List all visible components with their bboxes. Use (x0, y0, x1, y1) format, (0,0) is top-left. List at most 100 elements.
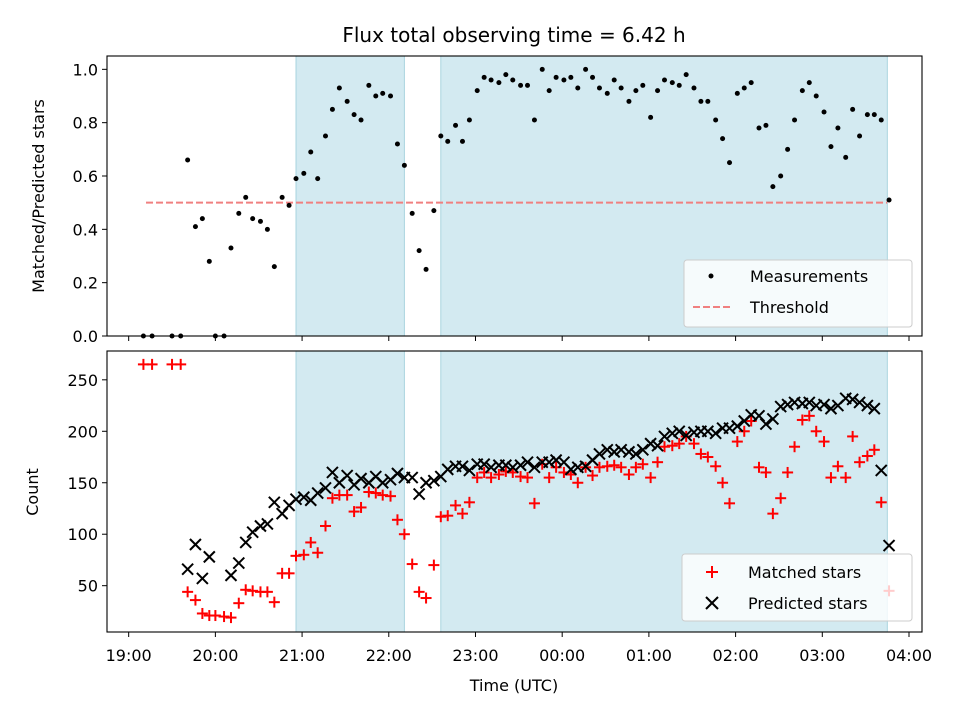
predicted-star-point (608, 445, 621, 459)
predicted-star-point (391, 467, 404, 480)
matched-star-point (658, 441, 670, 453)
matched-star-point (456, 508, 468, 520)
measurement-point (590, 74, 596, 80)
matched-star-point (695, 448, 707, 460)
matched-star-point (543, 472, 555, 484)
measurement-point (279, 194, 285, 200)
measurement-point (727, 160, 733, 166)
ratio-y-tick-label: 0.8 (73, 114, 98, 133)
predicted-star-point (499, 459, 513, 472)
measurement-point (763, 122, 769, 128)
matched-star-point (854, 456, 866, 468)
matched-star-point (847, 430, 859, 442)
measurement-point (388, 93, 394, 99)
matched-star-point (515, 471, 527, 483)
measurement-point (661, 77, 667, 83)
measurement-point (206, 258, 212, 264)
measurement-point (770, 184, 776, 190)
matched-star-point (522, 472, 534, 484)
ratio-y-axis-label: Matched/Predicted stars (29, 99, 48, 293)
count-y-tick-label: 100 (67, 525, 98, 544)
matched-star-point (724, 497, 736, 509)
ratio-y-tick-label: 0.2 (73, 274, 98, 293)
predicted-star-point (246, 525, 259, 539)
matched-star-point (370, 487, 382, 499)
measurement-point (423, 266, 429, 272)
predicted-star-point (405, 471, 419, 484)
matched-star-point (738, 425, 750, 437)
measurement-point (648, 114, 654, 120)
predicted-star-point (601, 443, 614, 457)
measurement-point (626, 98, 632, 104)
predicted-star-point (803, 396, 816, 409)
count-y-tick-label: 250 (67, 371, 98, 390)
measurement-point (394, 141, 400, 147)
predicted-star-point (297, 490, 311, 504)
matched-star-point (840, 472, 852, 484)
measurement-point (734, 90, 740, 96)
predicted-star-point (564, 463, 578, 476)
matched-star-point (803, 410, 815, 422)
predicted-star-point (289, 493, 303, 506)
measurement-point (308, 149, 314, 155)
predicted-star-point (731, 419, 744, 433)
predicted-star-point (456, 460, 469, 473)
measurement-point (474, 88, 480, 94)
ratio-plot-frame (106, 55, 923, 337)
matched-star-point (572, 477, 584, 489)
measurement-point (583, 66, 589, 72)
matched-star-point (450, 499, 462, 511)
measurement-point (192, 224, 198, 230)
predicted-star-point (319, 481, 332, 495)
matched-star-point (283, 567, 295, 579)
measurement-point (799, 88, 805, 94)
predicted-star-point (549, 453, 563, 467)
count-panel: 50 100 150 200 250 19:00 20:00 21:00 22:00 23:00… (23, 350, 932, 695)
predicted-star-point (261, 517, 274, 531)
ratio-y-ticks: 0.0 0.2 0.4 0.6 0.8 1.0 (73, 60, 107, 346)
matched-star-point (478, 466, 490, 478)
predicted-star-point (412, 487, 426, 501)
measurement-point (488, 77, 494, 83)
measurement-point (640, 82, 646, 88)
matched-star-point (319, 520, 331, 532)
x-axis-label: Time (UTC) (469, 676, 558, 695)
x-tick-label: 00:00 (539, 646, 585, 665)
measurement-point (409, 210, 415, 216)
measurement-point (553, 74, 559, 80)
measurement-point (401, 162, 407, 168)
count-legend-box (681, 553, 913, 622)
predicted-star-point (340, 469, 354, 482)
measurement-point (264, 226, 270, 232)
predicted-star-point (196, 572, 209, 585)
matched-star-point (341, 489, 353, 501)
predicted-star-point (506, 461, 519, 474)
legend-measurement-marker (708, 273, 714, 279)
measurement-point (850, 106, 856, 112)
x-tick-label: 19:00 (106, 646, 152, 665)
legend-measurements-label: Measurements (750, 267, 868, 286)
matched-star-point (782, 466, 794, 478)
matched-star-point (825, 472, 837, 484)
measurement-point (315, 176, 321, 182)
measurement-point (518, 82, 524, 88)
measurement-point (257, 218, 263, 224)
measurement-point (366, 82, 372, 88)
ratio-y-tick-label: 0.0 (73, 327, 98, 346)
ratio-panel: 0.0 0.2 0.4 0.6 0.8 1.0 Matched/Predicted sta… (29, 55, 923, 346)
chart-title: Flux total observing time = 6.42 h (342, 23, 685, 47)
measurement-point (293, 176, 299, 182)
count-x-ticks: 19:00 20:00 21:00 22:00 23:00 00:00 01:00 02:00… (106, 632, 932, 665)
predicted-star-point (419, 476, 433, 489)
matched-star-point (565, 469, 577, 481)
matched-star-point (630, 461, 642, 473)
predicted-star-point (484, 461, 498, 474)
count-points (137, 358, 896, 624)
matched-star-point (268, 596, 280, 608)
predicted-star-point (875, 464, 888, 477)
measurement-point (481, 74, 487, 80)
measurement-point (453, 122, 459, 128)
measurement-point (373, 93, 379, 99)
measurement-point (575, 85, 581, 91)
matched-star-point (385, 490, 397, 502)
